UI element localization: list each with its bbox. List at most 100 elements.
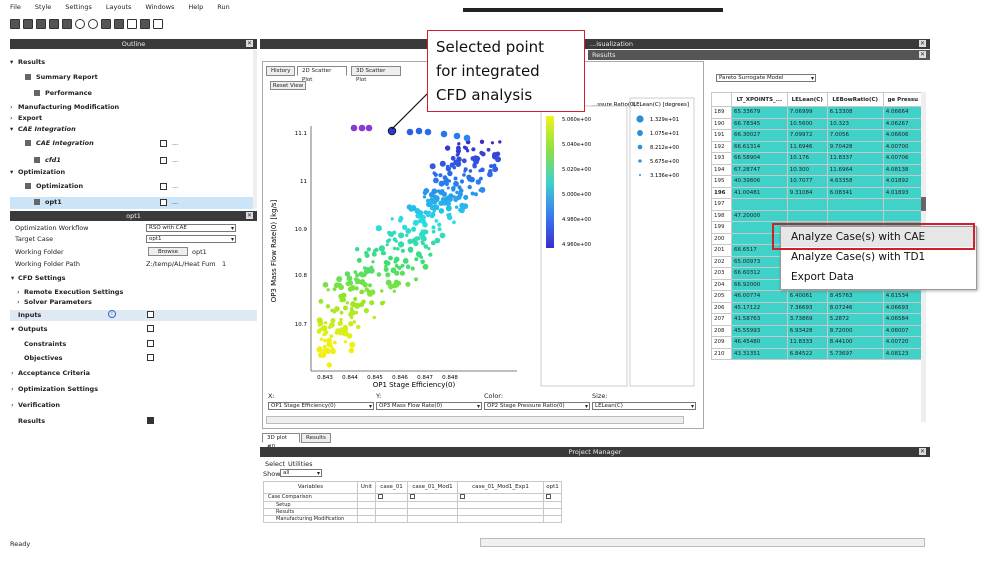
scatter-point[interactable] [438, 208, 445, 214]
scatter-point[interactable] [385, 279, 392, 286]
checkbox[interactable] [546, 494, 551, 499]
scatter-point[interactable] [348, 321, 354, 327]
scatter-point[interactable] [413, 240, 419, 247]
scatter-point[interactable] [495, 156, 501, 163]
project-row[interactable]: Setup [263, 500, 562, 509]
viz-tab[interactable]: History [266, 66, 295, 76]
monitor-icon[interactable] [140, 19, 150, 29]
scatter-point[interactable] [354, 310, 359, 315]
scatter-point[interactable] [329, 334, 334, 339]
scatter-point[interactable] [348, 347, 355, 354]
scatter-point[interactable] [431, 188, 438, 195]
scatter-point[interactable] [452, 220, 456, 224]
scatter-point[interactable] [333, 283, 339, 289]
scatter-point[interactable] [318, 352, 324, 358]
scatter-point[interactable] [347, 286, 353, 292]
scatter-point[interactable] [337, 321, 343, 326]
scatter-point[interactable] [323, 331, 328, 336]
scatter-point[interactable] [405, 281, 411, 287]
scatter-point[interactable] [346, 275, 353, 282]
scatter-point[interactable] [358, 124, 366, 132]
scatter-point[interactable] [385, 272, 391, 278]
expand-arrow-icon[interactable]: ▾ [10, 168, 14, 176]
grid-icon[interactable] [101, 19, 111, 29]
scatter-point[interactable] [359, 301, 365, 308]
scatter-point[interactable] [348, 280, 354, 286]
scatter-point[interactable] [387, 231, 393, 237]
copy-icon[interactable] [160, 157, 167, 164]
table-row[interactable]: 195 40.39806 10.7077 4.63358 4.01892 [711, 175, 923, 188]
outline-scrollbar[interactable] [253, 50, 257, 208]
table-row[interactable]: 209 46.45480 11.8333 8.44100 4.00720 [711, 336, 923, 349]
outline-item[interactable]: CAE Integration... [10, 138, 253, 150]
scatter-point[interactable] [446, 213, 450, 217]
axis-selector[interactable]: OP2 Stage Pressure Ratio(0) [484, 402, 590, 410]
scatter-point[interactable] [406, 128, 414, 136]
scatter-point[interactable] [479, 176, 483, 181]
copy-icon[interactable] [147, 311, 154, 318]
scatter-point[interactable] [352, 320, 357, 324]
selected-point[interactable] [387, 126, 397, 136]
scatter-point[interactable] [432, 171, 436, 175]
scatter-point[interactable] [320, 337, 324, 341]
scatter-point[interactable] [472, 163, 477, 169]
context-menu-item[interactable]: Analyze Case(s) with TD1 [791, 251, 926, 263]
scatter-point[interactable] [380, 251, 385, 256]
scatter-point[interactable] [414, 257, 419, 262]
table-row[interactable]: 196 41.00481 9.31084 6.08341 4.01893 [711, 186, 923, 199]
scatter-point[interactable] [343, 340, 348, 344]
scatter-point[interactable] [453, 176, 458, 181]
scatter-point[interactable] [457, 142, 461, 146]
scatter-point[interactable] [397, 241, 405, 248]
scatter-point[interactable] [461, 158, 467, 164]
scatter-point[interactable] [392, 230, 397, 235]
scatter-point[interactable] [339, 317, 343, 322]
table-row[interactable]: 190 66.78345 10.5600 10.323 4.06267 [711, 117, 923, 130]
scatter-point[interactable] [355, 247, 360, 252]
scatter-point[interactable] [458, 188, 464, 194]
scatter-point[interactable] [431, 198, 438, 205]
scatter-point[interactable] [468, 169, 473, 173]
outline-item[interactable]: ▾ Optimization [10, 167, 253, 179]
expand-arrow-icon[interactable]: ▾ [11, 325, 15, 333]
more-options[interactable]: ... [172, 182, 179, 190]
scatter-point[interactable] [467, 184, 472, 190]
scatter-point[interactable] [422, 195, 427, 199]
axis-selector[interactable]: OP1 Stage Efficiency(0) [268, 402, 374, 410]
property-section[interactable]: Objectives [10, 353, 257, 364]
scatter-point[interactable] [455, 148, 461, 154]
scatter-point[interactable] [339, 298, 344, 303]
scatter-point[interactable] [444, 145, 451, 151]
scatter-point[interactable] [431, 225, 436, 230]
scatter-point[interactable] [326, 288, 330, 292]
scatter-point[interactable] [349, 341, 356, 348]
table-row[interactable]: 197 [711, 198, 923, 211]
scatter-point[interactable] [489, 164, 494, 169]
more-options[interactable]: ... [172, 139, 179, 147]
scatter-point[interactable] [439, 232, 446, 239]
scatter-point[interactable] [432, 209, 436, 213]
outline-item[interactable]: ▾ CAE Integration [10, 124, 253, 136]
scatter-point[interactable] [383, 267, 389, 272]
scatter-point[interactable] [380, 289, 384, 293]
scatter-point[interactable] [356, 257, 362, 263]
scatter-point[interactable] [427, 210, 431, 214]
table-row[interactable]: 208 45.55993 6.93428 8.72000 4.06007 [711, 324, 923, 337]
copy-icon[interactable] [160, 183, 167, 190]
scatter-point[interactable] [436, 189, 441, 194]
project-header-cell[interactable]: Unit [357, 481, 376, 494]
scatter-point[interactable] [363, 266, 367, 270]
workflow-select[interactable]: RSO with CAE [146, 224, 236, 232]
outline-item[interactable]: › Manufacturing Modification [10, 102, 253, 114]
scatter-point[interactable] [464, 194, 468, 199]
scatter-point[interactable] [366, 267, 372, 274]
expand-arrow-icon[interactable]: › [11, 401, 14, 409]
scatter-point[interactable] [412, 219, 419, 226]
model-select[interactable]: Pareto Surrogate Model [716, 74, 816, 82]
scatter-point[interactable] [346, 333, 353, 339]
property-section[interactable]: › Optimization Settings [10, 384, 257, 395]
property-section[interactable]: Inputs i [10, 310, 257, 321]
scatter-point[interactable] [316, 346, 323, 353]
scatter-point[interactable] [342, 326, 349, 332]
scatter-point[interactable] [392, 246, 397, 251]
